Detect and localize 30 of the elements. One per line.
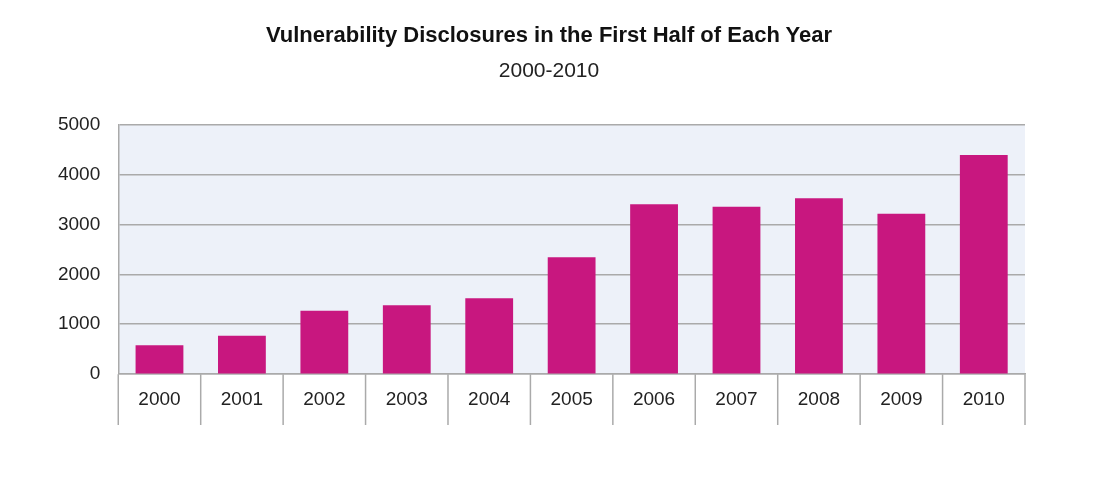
x-tick-label: 2005: [550, 387, 593, 409]
x-tick-label: 2008: [797, 387, 841, 409]
y-tick-label: 1000: [57, 312, 101, 334]
chart-subtitle: 2000-2010: [497, 58, 601, 82]
x-tick-label: 2009: [880, 387, 923, 409]
x-tick-label: 2003: [385, 387, 428, 409]
x-tick-label: 2001: [220, 387, 264, 409]
bar: [795, 198, 843, 374]
y-tick-label: 3000: [57, 212, 101, 234]
x-tick-label: 2010: [962, 387, 1005, 409]
bar: [135, 345, 184, 374]
x-tick-label: 2004: [468, 387, 511, 409]
chart-title: Vulnerability Disclosures in the First Half of Each Year: [264, 22, 834, 48]
bar: [465, 298, 514, 374]
bar: [218, 335, 266, 374]
bar: [630, 204, 678, 374]
y-tick-label: 2000: [57, 262, 101, 284]
x-tick-label: 2007: [715, 387, 758, 409]
bar: [877, 213, 926, 374]
x-tick-label: 2000: [138, 387, 181, 409]
bar: [382, 305, 431, 374]
bar: [959, 154, 1008, 374]
x-tick-label: 2006: [632, 387, 676, 409]
y-tick-label: 0: [89, 362, 101, 384]
y-tick-label: 5000: [57, 112, 101, 134]
y-tick-label: 4000: [57, 162, 101, 184]
bar: [547, 257, 596, 374]
bar: [300, 310, 349, 374]
x-tick-label: 2002: [303, 387, 346, 409]
bar: [712, 206, 761, 374]
